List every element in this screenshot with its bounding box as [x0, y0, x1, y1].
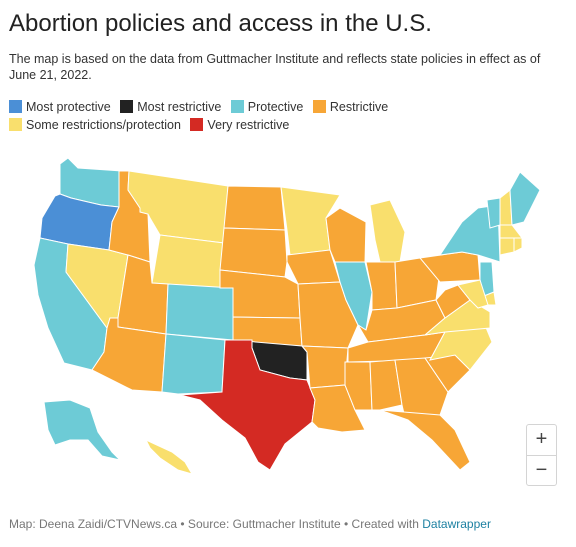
legend-label: Protective: [247, 100, 304, 114]
state-ar[interactable]: [300, 345, 349, 389]
legend-item-most-restrictive: Most restrictive: [120, 98, 221, 116]
datawrapper-link[interactable]: Datawrapper: [422, 517, 491, 531]
legend-item-some: Some restrictions/protection: [9, 116, 181, 134]
state-ak[interactable]: [43, 399, 122, 461]
state-hi[interactable]: [144, 438, 194, 475]
legend-item-most-protective: Most protective: [9, 98, 111, 116]
state-wi[interactable]: [325, 207, 367, 263]
state-sd[interactable]: [219, 227, 288, 278]
state-co[interactable]: [165, 283, 234, 341]
legend-label: Some restrictions/protection: [26, 118, 181, 132]
zoom-out-button[interactable]: −: [527, 455, 556, 486]
state-oh[interactable]: [394, 257, 441, 309]
state-mi[interactable]: [369, 199, 406, 263]
legend-item-restrictive: Restrictive: [312, 98, 389, 116]
map-title: Abortion policies and access in the U.S.: [9, 10, 432, 37]
legend-label: Most restrictive: [137, 100, 222, 114]
state-ri[interactable]: [513, 237, 523, 253]
state-md[interactable]: [457, 279, 489, 309]
legend-label: Most protective: [26, 100, 111, 114]
legend-label: Very restrictive: [207, 118, 290, 132]
legend-label: Restrictive: [329, 100, 389, 114]
footer-credit: Map: Deena Zaidi/CTVNews.ca • Source: Gu…: [9, 517, 491, 531]
state-nm[interactable]: [161, 333, 226, 395]
state-al[interactable]: [369, 359, 403, 411]
legend: Most protective Most restrictive Protect…: [9, 98, 564, 134]
state-ms[interactable]: [344, 361, 373, 411]
credit-text: Map: Deena Zaidi/CTVNews.ca • Source: Gu…: [9, 517, 423, 531]
legend-swatch: [230, 100, 244, 113]
map-subtitle: The map is based on the data from Guttma…: [9, 52, 541, 82]
state-wy[interactable]: [151, 234, 225, 289]
state-nd[interactable]: [223, 185, 286, 231]
legend-item-very-restrictive: Very restrictive: [190, 116, 289, 134]
legend-swatch: [9, 100, 22, 113]
state-fl[interactable]: [379, 409, 471, 471]
legend-swatch: [190, 118, 204, 131]
legend-item-protective: Protective: [230, 98, 304, 116]
zoom-controls: + −: [526, 424, 557, 486]
us-map: [33, 157, 541, 475]
legend-swatch: [120, 100, 134, 113]
legend-swatch: [312, 100, 326, 113]
zoom-in-button[interactable]: +: [535, 428, 548, 450]
state-me[interactable]: [509, 171, 541, 226]
state-ct[interactable]: [499, 237, 515, 256]
state-tx[interactable]: [179, 339, 316, 471]
state-ma[interactable]: [499, 224, 524, 239]
legend-swatch: [9, 118, 22, 131]
state-ny[interactable]: [438, 204, 501, 263]
